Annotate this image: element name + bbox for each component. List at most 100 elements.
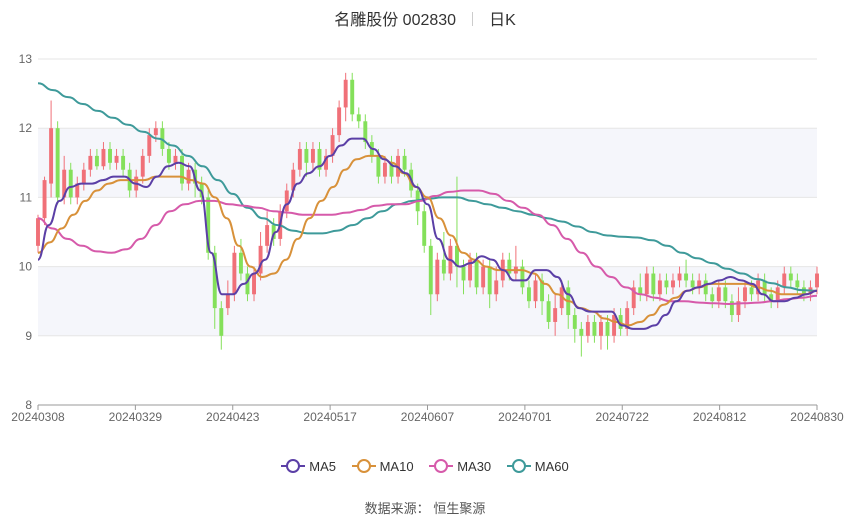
legend-item-ma5[interactable]: MA5 xyxy=(281,459,336,474)
y-tick-label: 11 xyxy=(20,190,33,204)
x-tick-label: 20240423 xyxy=(206,410,260,424)
candle-body xyxy=(553,308,558,322)
candle-body xyxy=(36,218,40,246)
period-label: 日K xyxy=(489,12,516,29)
y-tick-label: 9 xyxy=(25,329,32,343)
candle-body xyxy=(330,135,335,156)
candle-body xyxy=(507,259,512,274)
x-tick-label: 20240329 xyxy=(109,410,163,424)
y-tick-label: 10 xyxy=(19,260,33,274)
source-label: 数据来源： xyxy=(364,501,430,516)
legend-item-ma30[interactable]: MA30 xyxy=(429,459,491,474)
candle-body xyxy=(284,190,289,212)
candle-body xyxy=(599,321,603,336)
candle-body xyxy=(533,280,538,302)
candle-body xyxy=(166,148,171,163)
candle-body xyxy=(180,155,184,184)
candle-body xyxy=(173,155,178,163)
candle-body xyxy=(481,266,486,288)
candle-body xyxy=(343,79,348,108)
candle-body xyxy=(219,308,224,336)
candle-body xyxy=(743,287,747,302)
candle-body xyxy=(232,252,237,295)
legend-item-ma60[interactable]: MA60 xyxy=(506,459,569,474)
candle-body xyxy=(631,287,636,309)
candle-body xyxy=(585,321,590,336)
candle-body xyxy=(579,328,584,336)
candle-body xyxy=(422,211,427,246)
candle-body xyxy=(572,315,577,329)
candle-body xyxy=(265,225,270,246)
candle-body xyxy=(238,252,243,274)
candle-body xyxy=(428,245,433,295)
chart-legend: MA5 MA10 MA30 MA60 xyxy=(0,459,850,474)
candle-body xyxy=(710,294,715,302)
candle-body xyxy=(350,79,355,115)
y-tick-label: 12 xyxy=(19,121,33,135)
candle-body xyxy=(612,315,617,336)
legend-swatch-ma10 xyxy=(351,459,376,473)
candle-body xyxy=(527,287,531,302)
candle-body xyxy=(769,294,774,302)
candle-body xyxy=(356,114,361,122)
candle-body xyxy=(736,301,741,316)
candle-body xyxy=(310,148,315,163)
candle-body xyxy=(147,135,152,156)
legend-swatch-ma5 xyxy=(281,459,306,473)
candle-body xyxy=(68,169,73,198)
candle-body xyxy=(703,280,708,295)
candle-body xyxy=(324,155,328,170)
ma30-line xyxy=(37,189,818,306)
y-tick-label: 13 xyxy=(19,52,33,66)
legend-label-ma5: MA5 xyxy=(309,459,336,474)
candle-body xyxy=(212,252,217,309)
candle-body xyxy=(815,273,819,288)
x-tick-label: 20240812 xyxy=(693,410,747,424)
candle-body xyxy=(402,155,407,170)
y-tick-label: 8 xyxy=(25,398,32,412)
candle-body xyxy=(795,280,800,288)
chart-title: 名雕股份 002830 日K xyxy=(0,6,850,30)
candle-body xyxy=(749,287,754,295)
candle-body xyxy=(441,259,446,274)
candle-body xyxy=(297,148,302,170)
candle-body xyxy=(454,245,459,267)
candle-body xyxy=(121,155,126,170)
candle-body xyxy=(625,308,630,329)
candle-body xyxy=(494,280,499,295)
candle-body xyxy=(592,321,597,336)
candle-body xyxy=(605,321,610,336)
candle-body xyxy=(468,259,473,281)
candle-body xyxy=(363,121,368,143)
candle-body xyxy=(153,128,158,136)
candle-body xyxy=(729,301,734,316)
legend-swatch-ma30 xyxy=(429,459,454,473)
candle-body xyxy=(520,266,525,288)
candle-body xyxy=(245,273,250,295)
candle-body xyxy=(762,280,767,295)
candle-body xyxy=(684,273,689,281)
candle-body xyxy=(258,245,263,274)
candle-body xyxy=(671,280,675,288)
legend-swatch-ma60 xyxy=(506,459,531,473)
candle-body xyxy=(186,169,191,184)
x-tick-label: 20240308 xyxy=(11,410,65,424)
candle-body xyxy=(716,287,721,302)
legend-item-ma10[interactable]: MA10 xyxy=(351,459,414,474)
candle-body xyxy=(782,273,787,288)
grid-band xyxy=(38,266,817,336)
x-tick-label: 20240722 xyxy=(596,410,650,424)
candle-body xyxy=(62,169,67,198)
legend-label-ma60: MA60 xyxy=(534,459,569,474)
candle-body xyxy=(88,155,93,170)
legend-label-ma10: MA10 xyxy=(379,459,414,474)
candle-body xyxy=(271,225,276,239)
candle-body xyxy=(723,287,728,302)
candle-body xyxy=(81,169,86,184)
candle-body xyxy=(75,183,80,198)
candle-body xyxy=(108,148,112,163)
stock-name-code: 名雕股份 002830 xyxy=(334,12,457,29)
candle-body xyxy=(389,162,394,177)
candle-body xyxy=(487,266,492,295)
